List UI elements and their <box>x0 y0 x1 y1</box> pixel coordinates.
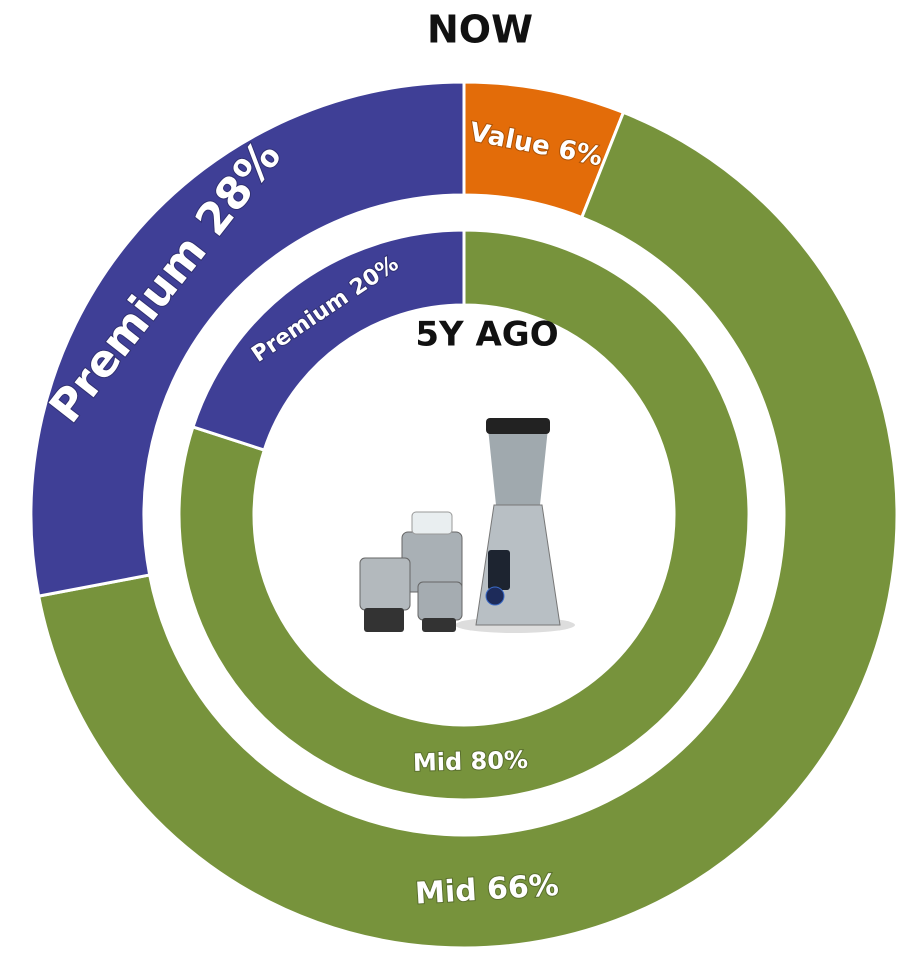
donut-rings: Value 6%Mid 66%Premium 28%Mid 80%Premium… <box>29 80 899 950</box>
blender-jar <box>488 428 548 505</box>
blender-lid <box>486 418 550 434</box>
donut-segment <box>177 228 751 802</box>
blender-knob <box>485 586 505 606</box>
outer-ring-title: NOW <box>427 8 533 52</box>
segment-label: Mid 80% <box>413 746 529 777</box>
donut-segment <box>191 228 466 452</box>
donut-segment <box>36 110 899 950</box>
jar-lid <box>411 511 453 535</box>
jar-base <box>364 608 404 632</box>
jar <box>359 557 411 611</box>
inner-ring-title: 5Y AGO <box>415 315 558 355</box>
donut-segment <box>29 80 466 598</box>
jar <box>417 581 463 621</box>
segment-label: Mid 66% <box>414 868 560 912</box>
blender-panel <box>488 550 510 590</box>
blender-illustration <box>359 418 575 633</box>
jar-base <box>422 618 456 632</box>
